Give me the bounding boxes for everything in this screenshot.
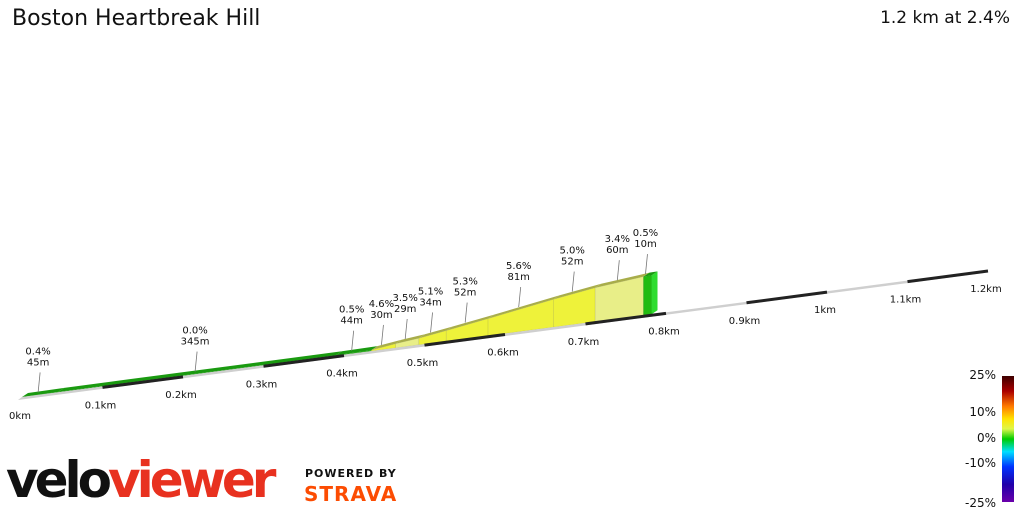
x-tick-label-6: 0.6km [487,348,518,359]
legend-label-minus-10: -10% [964,456,996,470]
x-tick-label-9: 0.9km [729,316,760,327]
segment-leader-2 [194,351,198,372]
segment-grade-label-11: 0.5% [633,228,658,239]
segment-grade-label-10: 3.4% [605,234,630,245]
axis-band-9 [746,290,828,305]
legend-label-0: 0% [976,431,996,445]
segment-length-label-11: 10m [634,239,656,250]
segment-leader-7 [464,302,468,323]
profile-ribbon-6 [418,326,453,339]
legend-label-minus-25: -25% [964,496,996,510]
segment-grade-label-9: 5.0% [560,246,585,257]
x-tick-label-4: 0.4km [326,369,357,380]
legend-label-10: 10% [969,405,996,419]
logo-viewer-text: viewer [108,451,276,509]
distance-tick-labels: 0km 0.1km 0.2km 0.3km 0.4km 0.5km 0.6km 0.7km 0.… [9,284,1002,422]
x-tick-label-10: 1km [814,305,836,316]
segment-length-label-8: 81m [507,272,529,283]
profile-ribbon-10 [595,272,650,288]
segment-grade-label-4: 4.6% [369,299,394,310]
segment-length-label-1: 45m [27,357,49,368]
x-tick-label-0: 0km [9,411,31,422]
profile-top-line-group [22,271,658,397]
veloviewer-logo: veloviewer [6,450,276,510]
x-tick-label-8: 0.8km [648,326,679,337]
segment-length-label-10: 60m [606,245,628,256]
x-tick-label-12: 1.2km [970,284,1001,295]
profile-ribbon-5 [395,334,425,344]
x-tick-label-11: 1.1km [890,295,921,306]
segment-grade-label-3: 0.5% [339,305,364,316]
segment-leader-9 [571,271,575,292]
profile-end-face [651,271,658,315]
climb-summary: 1.2 km at 2.4% [880,8,1010,28]
axis-band-11 [907,269,989,284]
segment-leader-8 [518,286,522,308]
profile-segment-10 [594,276,644,322]
profile-segment-11 [643,275,652,316]
segment-length-label-7: 52m [454,288,476,299]
segment-leader-3 [351,330,355,351]
profile-ribbon-4 [371,339,402,351]
x-tick-label-3: 0.3km [246,379,277,390]
segment-leader-5 [404,318,408,340]
distance-axis-group [18,269,989,400]
segment-grade-label-2: 0.0% [182,326,207,337]
segment-leader-10 [616,260,620,281]
segment-length-label-5: 29m [394,304,416,315]
powered-by-label: POWERED BY [305,467,397,480]
segment-length-label-9: 52m [561,257,583,268]
segment-length-label-2: 345m [181,337,210,348]
segment-annotations: 0.4%45m0.0%345m0.5%44m4.6%30m3.5%29m5.1%… [25,228,658,393]
gradient-color-legend: 25% 10% 0% -10% -25% [960,368,1024,512]
segment-grade-label-7: 5.3% [452,277,477,288]
x-tick-label-2: 0.2km [165,390,196,401]
axis-band-1 [102,375,184,389]
strava-logo: STRAVA [304,482,398,506]
page-title: Boston Heartbreak Hill [12,6,261,31]
profile-ribbon-9 [553,283,602,300]
segment-leader-6 [430,312,433,333]
segment-leader-1 [37,372,41,393]
axis-band-3 [263,354,345,368]
x-tick-label-7: 0.7km [568,337,599,348]
segment-length-label-4: 30m [370,310,392,321]
segment-grade-label-6: 5.1% [418,286,443,297]
profile-ribbon-3 [335,346,378,356]
axis-band-7 [585,311,667,326]
logo-velo-text: velo [6,451,112,509]
axis-band-5 [424,333,506,347]
profile-ribbon-7 [446,314,495,331]
segment-length-label-3: 44m [340,316,362,327]
segment-length-label-6: 34m [419,297,441,308]
profile-ribbon-2 [58,351,342,392]
segment-leader-11 [645,253,648,275]
profile-ribbon-8 [488,295,560,319]
x-tick-label-1: 0.1km [85,400,116,411]
profile-ribbon-11 [643,271,658,277]
segment-grade-label-5: 3.5% [392,293,417,304]
legend-label-25: 25% [969,368,996,382]
profile-segment-9 [552,287,596,328]
profile-ribbon-1 [22,387,65,397]
gradient-color-bar [1002,376,1014,502]
segment-grade-label-1: 0.4% [25,346,50,357]
x-tick-label-5: 0.5km [407,358,438,369]
segment-leader-4 [381,324,384,345]
segment-grade-label-8: 5.6% [506,261,531,272]
profile-fill-group [21,271,658,398]
